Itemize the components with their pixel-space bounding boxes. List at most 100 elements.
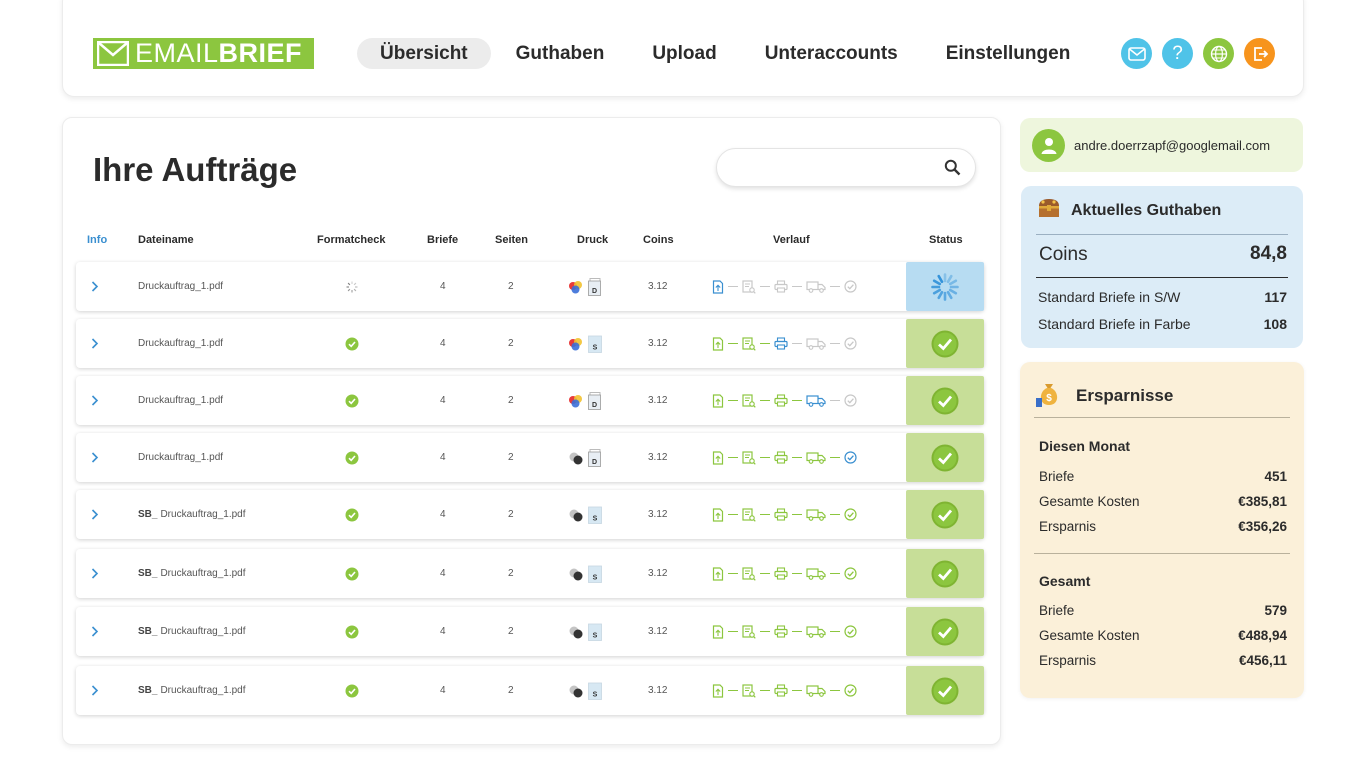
step-connector [728, 343, 738, 344]
col-pages[interactable]: Seiten [495, 234, 529, 246]
step-connector [792, 514, 802, 515]
svg-text:D: D [592, 459, 597, 466]
check-step-icon [742, 566, 756, 581]
col-history[interactable]: Verlauf [773, 234, 810, 246]
status-done[interactable] [906, 666, 984, 715]
money-bag-icon: $ [1034, 378, 1064, 413]
nav-unteraccounts[interactable]: Unteraccounts [764, 43, 898, 64]
bw-print-icon [568, 567, 584, 581]
done-step-icon [844, 451, 857, 464]
mail-icon[interactable] [1121, 38, 1152, 69]
coins-value: 84,8 [1250, 243, 1287, 264]
col-status[interactable]: Status [929, 234, 963, 246]
duplex-icon: D [588, 277, 602, 296]
color-print-icon [568, 280, 584, 294]
print-options: D [568, 376, 602, 425]
total-letters-value: 579 [1264, 603, 1287, 618]
expand-chevron-icon[interactable] [91, 433, 99, 482]
coins-value: 3.12 [648, 509, 668, 520]
orders-panel: Ihre Aufträge Info Dateiname Formatcheck… [62, 117, 1001, 745]
letters-count: 4 [440, 338, 446, 349]
formatcheck-icon [345, 549, 359, 598]
table-row[interactable]: SB_ Druckauftrag_1.pdf 4 2 S 3.12 [76, 666, 984, 715]
total-cost-label: Gesamte Kosten [1039, 628, 1140, 643]
step-connector [792, 457, 802, 458]
logout-icon[interactable] [1244, 38, 1275, 69]
nav-uebersicht[interactable]: Übersicht [357, 38, 491, 69]
table-row[interactable]: SB_ Druckauftrag_1.pdf 4 2 S 3.12 [76, 607, 984, 656]
coins-value: 3.12 [648, 395, 668, 406]
spinner-icon [930, 272, 960, 302]
status-check-icon [931, 560, 959, 588]
letters-count: 4 [440, 452, 446, 463]
col-print[interactable]: Druck [577, 234, 609, 246]
table-row[interactable]: Druckauftrag_1.pdf 4 2 D 3.12 [76, 262, 984, 311]
table-row[interactable]: Druckauftrag_1.pdf 4 2 S 3.12 [76, 319, 984, 368]
status-done[interactable] [906, 549, 984, 598]
step-connector [728, 573, 738, 574]
expand-chevron-icon[interactable] [91, 666, 99, 715]
savings-card: $ Ersparnisse Diesen Monat Briefe 451 Ge… [1020, 362, 1304, 698]
print-options: S [568, 549, 602, 598]
step-connector [728, 457, 738, 458]
emailbrief-logo[interactable]: EMAILBRIEF [93, 38, 314, 69]
step-connector [760, 343, 770, 344]
expand-chevron-icon[interactable] [91, 490, 99, 539]
expand-chevron-icon[interactable] [91, 549, 99, 598]
status-done[interactable] [906, 607, 984, 656]
file-name[interactable]: SB_ Druckauftrag_1.pdf [138, 568, 246, 579]
file-name[interactable]: SB_ Druckauftrag_1.pdf [138, 626, 246, 637]
col-coins[interactable]: Coins [643, 234, 674, 246]
col-formatcheck[interactable]: Formatcheck [317, 234, 386, 246]
step-connector [760, 573, 770, 574]
table-row[interactable]: Druckauftrag_1.pdf 4 2 D 3.12 [76, 433, 984, 482]
expand-chevron-icon[interactable] [91, 376, 99, 425]
expand-chevron-icon[interactable] [91, 262, 99, 311]
col-file[interactable]: Dateiname [138, 234, 194, 246]
letters-count: 4 [440, 281, 446, 292]
table-row[interactable]: Druckauftrag_1.pdf 4 2 D 3.12 [76, 376, 984, 425]
file-name[interactable]: Druckauftrag_1.pdf [138, 281, 224, 292]
table-row[interactable]: SB_ Druckauftrag_1.pdf 4 2 S 3.12 [76, 549, 984, 598]
print-options: S [568, 666, 602, 715]
status-done[interactable] [906, 433, 984, 482]
table-row[interactable]: SB_ Druckauftrag_1.pdf 4 2 S 3.12 [76, 490, 984, 539]
col-letters[interactable]: Briefe [427, 234, 459, 246]
file-name[interactable]: Druckauftrag_1.pdf [138, 395, 224, 406]
expand-chevron-icon[interactable] [91, 607, 99, 656]
nav-einstellungen[interactable]: Einstellungen [945, 43, 1071, 64]
file-name[interactable]: SB_ Druckauftrag_1.pdf [138, 509, 246, 520]
svg-text:D: D [592, 402, 597, 409]
total-letters-label: Briefe [1039, 603, 1075, 618]
file-name[interactable]: Druckauftrag_1.pdf [138, 338, 224, 349]
expand-chevron-icon[interactable] [91, 319, 99, 368]
search-icon[interactable] [944, 159, 961, 181]
status-check-icon [931, 618, 959, 646]
col-info[interactable]: Info [87, 234, 108, 246]
pages-count: 2 [508, 281, 514, 292]
nav-guthaben[interactable]: Guthaben [515, 43, 605, 64]
file-name[interactable]: SB_ Druckauftrag_1.pdf [138, 685, 246, 696]
search-input[interactable] [733, 158, 933, 178]
print-options: S [568, 319, 602, 368]
divider [1034, 417, 1290, 418]
status-done[interactable] [906, 490, 984, 539]
header-actions: ? [1121, 38, 1285, 69]
month-cost-value: €385,81 [1238, 494, 1287, 509]
status-loading[interactable] [906, 262, 984, 311]
status-check-icon [931, 444, 959, 472]
step-connector [760, 286, 770, 287]
print-options: D [568, 262, 602, 311]
file-name[interactable]: Druckauftrag_1.pdf [138, 452, 224, 463]
progress-history [712, 666, 857, 715]
status-done[interactable] [906, 319, 984, 368]
status-done[interactable] [906, 376, 984, 425]
formatcheck-icon [345, 319, 359, 368]
user-box[interactable]: andre.doerrzapf@googlemail.com [1020, 118, 1303, 172]
search-box[interactable] [716, 148, 976, 187]
step-connector [728, 631, 738, 632]
globe-icon[interactable] [1203, 38, 1234, 69]
simplex-icon: S [588, 506, 602, 524]
nav-upload[interactable]: Upload [652, 43, 717, 64]
help-icon[interactable]: ? [1162, 38, 1193, 69]
